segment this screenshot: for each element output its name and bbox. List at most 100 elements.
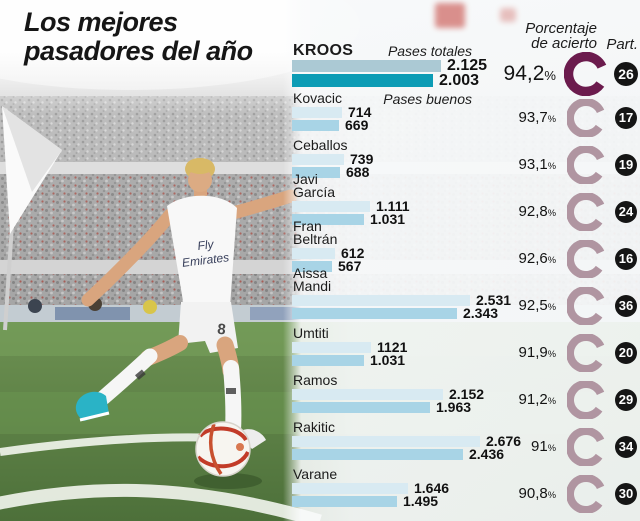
bar-pases-buenos (292, 74, 433, 87)
bar-pases-buenos (292, 496, 397, 507)
accuracy-percent: 92,8% (518, 203, 556, 220)
value-pases-buenos: 2.436 (469, 445, 505, 462)
player-row-varane: Varane 1.646 1.495 90,8% 30 (0, 466, 640, 513)
accuracy-ring-icon (567, 193, 605, 231)
value-pases-totales: 1.111 (376, 197, 410, 214)
player-row-fran-beltrán: Fran Beltrán 612 567 92,6% 16 (0, 219, 640, 278)
shorts-number: 8 (216, 321, 226, 339)
player-name: Kovacic (293, 90, 343, 106)
player-name: Ceballos (293, 137, 348, 153)
accuracy-percent: 93,7% (518, 109, 556, 126)
bar-pases-totales (292, 60, 441, 72)
bar-pases-totales (292, 248, 335, 259)
value-pases-totales: 2.152 (449, 385, 485, 402)
shirt-sponsor-line2: Emirates (181, 250, 230, 270)
value-pases-buenos: 688 (346, 163, 370, 180)
player-left-sock (95, 348, 158, 406)
matches-played-badge: 16 (615, 248, 637, 270)
player-row-javi-garcía: Javi García 1.111 1.031 92,8% 24 (0, 172, 640, 231)
bar-pases-buenos (292, 214, 364, 225)
value-pases-buenos: 1.963 (436, 398, 472, 415)
accuracy-ring-icon (567, 146, 605, 184)
accuracy-ring-icon (567, 240, 605, 278)
value-pases-totales: 714 (348, 103, 372, 120)
value-pases-buenos: 1.495 (403, 492, 439, 509)
value-pases-totales: 2.125 (447, 57, 488, 74)
bar-pases-buenos (292, 355, 364, 366)
player-jersey (167, 195, 237, 307)
player-name: KROOS (293, 42, 354, 59)
accuracy-ring-icon (564, 52, 608, 96)
value-pases-totales: 1121 (377, 338, 408, 355)
player-name: Varane (293, 466, 338, 482)
value-pases-buenos: 669 (345, 116, 369, 133)
value-pases-totales: 2.531 (476, 291, 512, 308)
soccer-ball (194, 421, 262, 489)
column-header-participations: Part. (606, 36, 638, 53)
label-pases-buenos: Pases buenos (383, 91, 472, 107)
background-ad-logo (435, 3, 465, 28)
accuracy-ring-icon (567, 428, 605, 466)
accuracy-ring-icon (567, 99, 605, 137)
value-pases-totales: 2.676 (486, 432, 522, 449)
bar-pases-totales (292, 201, 370, 212)
player-name: Fran Beltrán (293, 218, 338, 247)
matches-played-badge: 30 (615, 483, 637, 505)
accuracy-ring-icon (567, 287, 605, 325)
accuracy-percent: 93,1% (518, 156, 556, 173)
player-name: Umtiti (293, 325, 329, 341)
value-pases-buenos: 1.031 (370, 351, 406, 368)
corner-flag (2, 106, 62, 331)
player-row-rakitic: Rakitic 2.676 2.436 91% 34 (0, 419, 640, 466)
value-pases-buenos: 567 (338, 257, 362, 274)
bar-pases-totales (292, 483, 408, 494)
value-pases-totales: 1.646 (414, 479, 450, 496)
title-line1: Los mejores (24, 7, 178, 37)
accuracy-percent: 92,6% (518, 250, 556, 267)
player-row-aissa-mandi: Aissa Mandi 2.531 2.343 92,5% 36 (0, 266, 640, 325)
white-haze-overlay (0, 0, 310, 115)
bar-pases-totales (292, 389, 443, 400)
column-header-accuracy: Porcentaje de acierto (525, 20, 597, 52)
accuracy-percent: 90,8% (518, 485, 556, 502)
bar-pases-buenos (292, 167, 340, 178)
value-pases-buenos: 2.003 (439, 71, 480, 89)
shirt-sponsor-line1: Fly (197, 237, 216, 253)
player-row-ceballos: Ceballos 739 688 93,1% 19 (0, 137, 640, 184)
bar-pases-buenos (292, 449, 463, 460)
value-pases-buenos: 2.343 (463, 304, 499, 321)
title-line2: pasadores del año (24, 36, 253, 66)
value-pases-totales: 612 (341, 244, 365, 261)
matches-played-badge: 17 (615, 107, 637, 129)
player-name: Rakitic (293, 419, 336, 435)
player-name: Javi García (293, 171, 336, 200)
accuracy-ring-icon (567, 334, 605, 372)
bar-pases-buenos (292, 120, 339, 131)
player-head (188, 168, 212, 192)
matches-played-badge: 26 (614, 62, 638, 86)
value-pases-buenos: 1.031 (370, 210, 406, 227)
accuracy-percent: 92,5% (518, 297, 556, 314)
matches-played-badge: 20 (615, 342, 637, 364)
value-pases-totales: 739 (350, 150, 374, 167)
accuracy-percent: 94,2% (503, 62, 556, 85)
accuracy-percent: 91,9% (518, 344, 556, 361)
player-row-kovacic: Kovacic 714 669 93,7% 17 (0, 90, 640, 137)
label-pases-totales: Pases totales (387, 43, 472, 59)
accuracy-percent: 91,2% (518, 391, 556, 408)
matches-played-badge: 29 (615, 389, 637, 411)
bar-pases-totales (292, 154, 344, 165)
matches-played-badge: 19 (615, 154, 637, 176)
matches-played-badge: 34 (615, 436, 637, 458)
accuracy-percent: 91% (531, 438, 556, 455)
player-row-ramos: Ramos 2.152 1.963 91,2% 29 (0, 372, 640, 419)
player-name: Aissa Mandi (293, 265, 332, 294)
bar-pases-totales (292, 436, 480, 447)
matches-played-badge: 24 (615, 201, 637, 223)
player-name: Ramos (293, 372, 338, 388)
bar-pases-totales (292, 107, 342, 118)
bar-pases-totales (292, 342, 371, 353)
player-left-arm (81, 208, 177, 307)
